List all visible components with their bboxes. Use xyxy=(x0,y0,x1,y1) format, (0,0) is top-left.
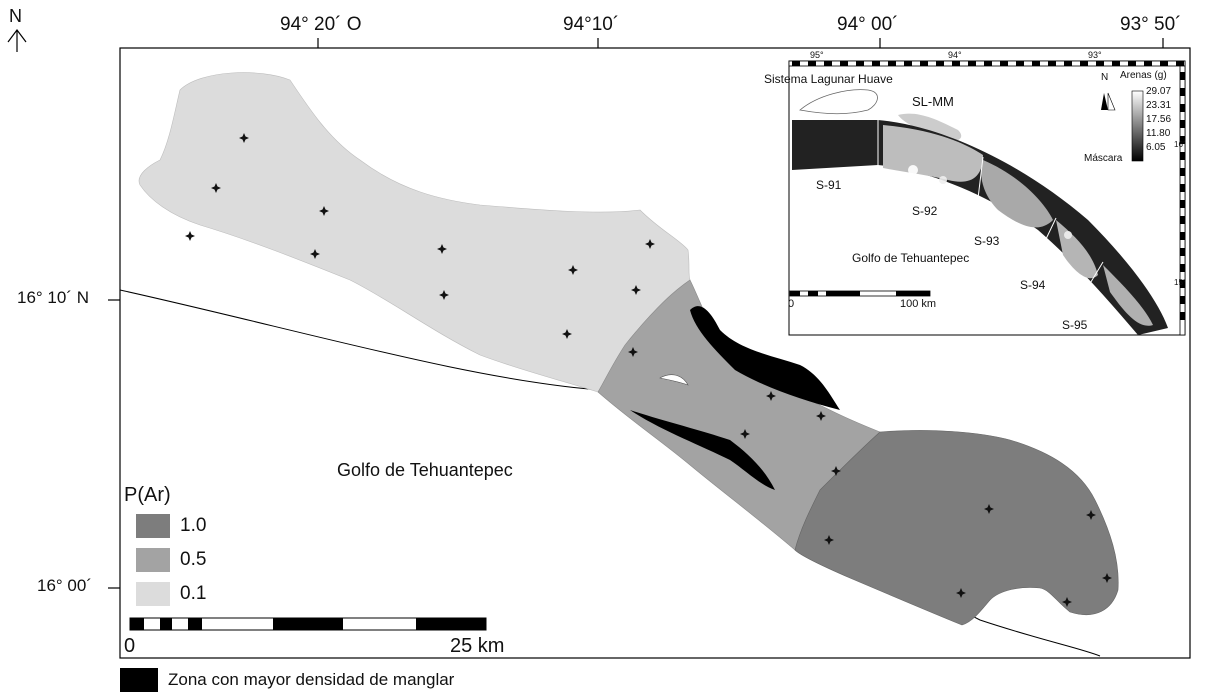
colorbar-title: Arenas (g) xyxy=(1120,70,1167,81)
top-tick-label: 93° 50´ xyxy=(1120,14,1182,35)
inset-canvas xyxy=(788,60,1186,336)
zone-low xyxy=(138,72,691,393)
inset-right-tick: 16° xyxy=(1174,140,1187,149)
inset-top-tick: 95° xyxy=(810,50,824,60)
top-tick-label: 94° 00´ xyxy=(837,14,899,35)
colorbar-tick: 23.31 xyxy=(1146,100,1172,111)
inset-top-tick: 93° xyxy=(1088,50,1102,60)
legend-title: P(Ar) xyxy=(124,484,171,506)
inset-sector-label: S-92 xyxy=(912,204,938,218)
inset-sector-label: S-93 xyxy=(974,234,1000,248)
left-tick-label: 16° 00´ xyxy=(37,576,93,595)
colorbar-tick: 29.07 xyxy=(1146,86,1172,97)
zone-high xyxy=(794,430,1119,626)
top-tick-label: 94° 20´ O xyxy=(280,14,362,35)
legend-label: 0.5 xyxy=(180,549,207,570)
inset-north-label: N xyxy=(1101,72,1109,83)
water-label: Golfo de Tehuantepec xyxy=(337,460,513,480)
inset-scalebar-start: 0 xyxy=(788,298,795,310)
colorbar-tick: 11.80 xyxy=(1146,128,1171,139)
left-tick-label: 16° 10´ N xyxy=(17,288,90,307)
inset-lagoon-label: SL-MM xyxy=(912,94,954,109)
mangrove-legend-swatch xyxy=(120,668,158,692)
inset-sector-label: S-95 xyxy=(1062,318,1088,332)
legend-label: 1.0 xyxy=(180,515,207,536)
colorbar-tick: 17.56 xyxy=(1146,114,1172,125)
mangrove-zone xyxy=(630,410,775,490)
inset-sector-label: S-94 xyxy=(1020,278,1046,292)
scalebar-start: 0 xyxy=(124,635,136,657)
mangrove-zone xyxy=(690,306,840,410)
top-tick-label: 94°10´ xyxy=(563,14,620,35)
legend-label: 0.1 xyxy=(180,583,207,604)
legend-swatch-low xyxy=(136,582,170,606)
legend-swatch-mid xyxy=(136,548,170,572)
legend-swatch-high xyxy=(136,514,170,538)
colorbar-tick: 6.05 xyxy=(1146,142,1166,153)
inset-right-tick: 15° xyxy=(1174,278,1187,287)
scalebar-end: 25 km xyxy=(450,635,505,657)
inset-map: 95° 94° 93° 16° 15° Sistema Lagunar Huav… xyxy=(764,50,1188,338)
inset-region-label: Sistema Lagunar Huave xyxy=(764,72,893,86)
map-frame xyxy=(119,47,1191,659)
inset-sector-label: S-91 xyxy=(816,178,842,192)
colorbar-mask-label: Máscara xyxy=(1084,153,1123,164)
inset-top-tick: 94° xyxy=(948,50,962,60)
inset-scalebar-end: 100 km xyxy=(900,298,937,310)
mangrove-legend-label: Zona con mayor densidad de manglar xyxy=(168,670,455,689)
scalebar xyxy=(129,617,487,631)
station-markers xyxy=(185,133,1112,607)
inset-water-label: Golfo de Tehuantepec xyxy=(852,251,970,265)
north-label: N xyxy=(9,6,22,26)
